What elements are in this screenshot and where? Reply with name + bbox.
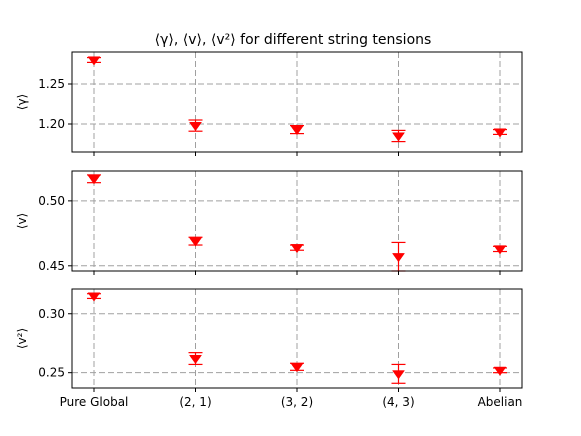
x-tick-label: (3, 2) xyxy=(281,395,313,409)
y-axis-label: ⟨v⟩ xyxy=(15,213,29,229)
subplot-3: 0.25 0.30 Pure Global (2, 1) (3, 2) (4, 3) Abe… xyxy=(15,288,523,409)
data-point-marker xyxy=(87,175,101,185)
data-point-marker xyxy=(493,245,507,255)
y-axis-label: ⟨v²⟩ xyxy=(15,328,29,349)
data-point-marker xyxy=(189,354,202,365)
y-tick-label: 1.20 xyxy=(38,117,65,131)
x-tick-label: Abelian xyxy=(478,395,523,409)
subplot-1: 1.20 1.25 ⟨γ⟩ xyxy=(15,51,523,156)
data-point-marker xyxy=(493,366,507,376)
x-tick-label: (2, 1) xyxy=(179,395,211,409)
y-tick-label: 1.25 xyxy=(38,77,65,91)
y-tick-label: 0.25 xyxy=(38,366,65,380)
y-tick-label: 0.30 xyxy=(38,307,65,321)
subplots-container: 1.20 1.25 ⟨γ⟩ 0.45 0.50 ⟨v⟩ 0.25 0.30 Pure Globa… xyxy=(15,51,523,409)
data-point-marker xyxy=(392,253,405,263)
chart-title: ⟨γ⟩, ⟨v⟩, ⟨v²⟩ for different string tens… xyxy=(155,32,432,48)
x-tick-label: Pure Global xyxy=(60,395,129,409)
data-point-marker xyxy=(189,122,202,132)
data-point-marker xyxy=(87,56,101,66)
x-tick-label: (4, 3) xyxy=(382,395,414,409)
data-point-marker xyxy=(290,126,304,136)
data-point-marker xyxy=(290,363,304,373)
y-axis-label: ⟨γ⟩ xyxy=(15,94,29,110)
data-point-marker xyxy=(87,292,101,302)
data-point-marker xyxy=(290,244,304,254)
subplot-2: 0.45 0.50 ⟨v⟩ xyxy=(15,170,523,275)
y-tick-label: 0.50 xyxy=(38,194,65,208)
data-point-marker xyxy=(189,237,202,247)
data-point-marker xyxy=(392,370,405,380)
data-point-marker xyxy=(493,128,507,138)
data-point-marker xyxy=(392,132,405,142)
y-tick-label: 0.45 xyxy=(38,259,65,273)
